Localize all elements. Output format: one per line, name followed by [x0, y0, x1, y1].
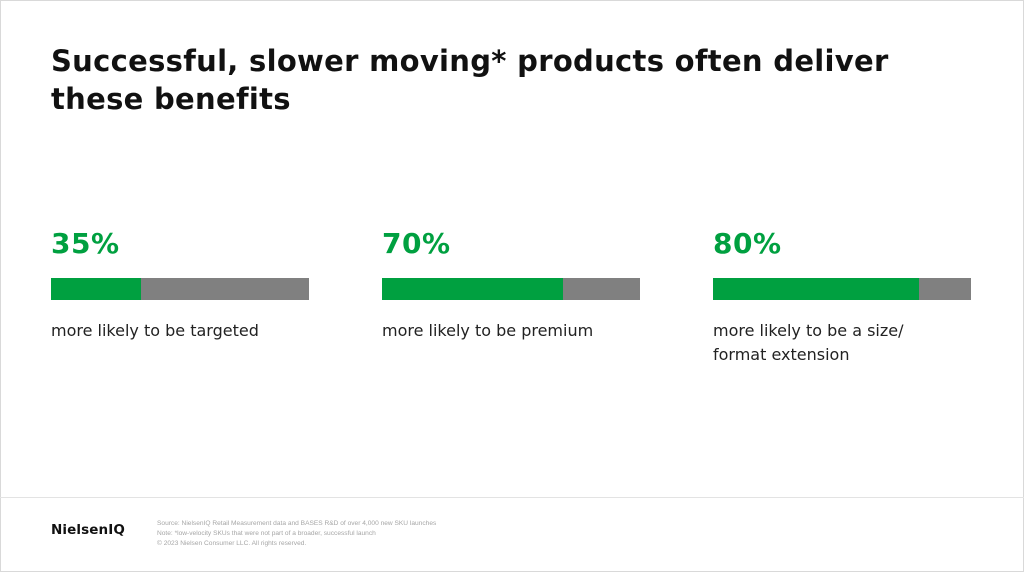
metric-description: more likely to be premium: [382, 321, 594, 340]
metric-premium: 70% more likely to be premium: [382, 226, 642, 343]
metric-description: more likely to be targeted: [51, 321, 259, 340]
progress-bar-fill: [51, 278, 142, 300]
velocity-note: Note: *low-velocity SKUs that were not p…: [157, 530, 376, 537]
progress-bar-track: [713, 278, 971, 300]
slide-title: Successful, slower moving* products ofte…: [51, 44, 889, 116]
source-note: Source: NielsenIQ Retail Measurement dat…: [157, 520, 437, 527]
metric-description: more likely to be a size/ format extensi…: [713, 321, 904, 364]
copyright-note: © 2023 Nielsen Consumer LLC. All rights …: [157, 540, 307, 547]
progress-bar-track: [382, 278, 640, 300]
progress-bar-track: [51, 278, 309, 300]
progress-bar-fill: [382, 278, 563, 300]
metric-value-label: 35%: [51, 227, 120, 260]
footer-divider: [0, 497, 1024, 498]
nielseniq-logo: NielsenIQ: [51, 522, 125, 538]
metric-value-label: 70%: [382, 227, 451, 260]
metric-size-format-extension: 80% more likely to be a size/ format ext…: [713, 226, 973, 367]
progress-bar-fill: [713, 278, 920, 300]
metric-value-label: 80%: [713, 227, 782, 260]
footnotes: Source: NielsenIQ Retail Measurement dat…: [157, 519, 436, 549]
metric-targeted: 35% more likely to be targeted: [51, 226, 311, 343]
